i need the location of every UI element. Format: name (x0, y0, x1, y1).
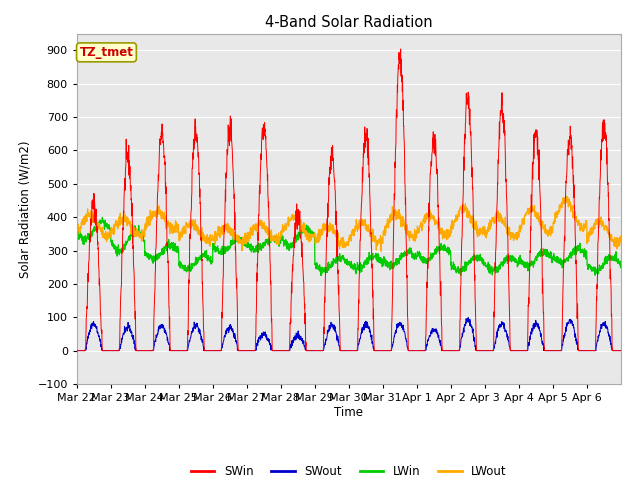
Legend: SWin, SWout, LWin, LWout: SWin, SWout, LWin, LWout (186, 461, 511, 480)
Y-axis label: Solar Radiation (W/m2): Solar Radiation (W/m2) (19, 140, 32, 277)
X-axis label: Time: Time (334, 406, 364, 419)
Title: 4-Band Solar Radiation: 4-Band Solar Radiation (265, 15, 433, 30)
Text: TZ_tmet: TZ_tmet (79, 46, 133, 59)
